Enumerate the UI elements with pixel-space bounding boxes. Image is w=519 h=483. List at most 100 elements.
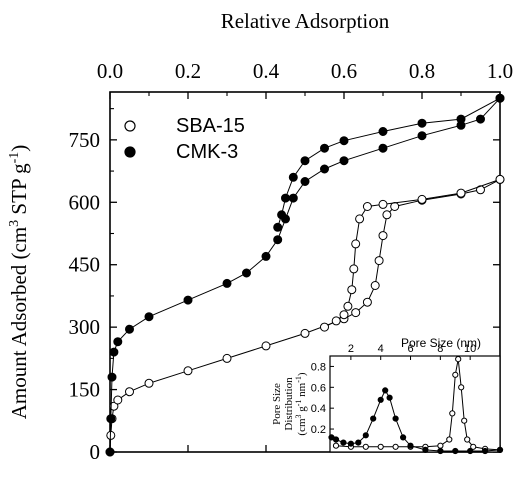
inset-sba-15-point [377,443,384,450]
inset-y-axis-title-line: Distribution [283,377,295,431]
cmk-3-adsorption-line [109,97,501,453]
cmk-3-adsorption-point [144,312,154,322]
inset-cmk-3-point [400,434,407,441]
y-tick-label: 750 [69,128,101,152]
inset-x-tick-label: 4 [378,343,384,355]
inset-cmk-3-point [467,447,474,455]
inset-x-axis-title: Pore Size (nm) [401,336,481,350]
cmk-3-adsorption-point [320,164,329,174]
sba-15-desorption-point [355,214,365,224]
inset-y-axis-unit-part: nm [296,382,308,399]
sba-15-desorption-point [320,322,329,332]
inset-cmk-3-point [362,432,369,439]
cmk-3-adsorption-point [273,235,283,245]
x-tick-label: 0.0 [97,59,123,83]
cmk-3-adsorption-point [242,268,251,278]
inset-sba-15-point [458,384,465,391]
cmk-3-adsorption-point [183,295,193,305]
legend: SBA-15 CMK-3 [124,115,245,163]
inset-x-tick-label: 2 [348,343,354,355]
legend-marker [124,146,136,158]
inset-y-axis-title-line: Pore Size [271,383,283,425]
y-tick-label: 150 [69,378,101,402]
sba-15-adsorption-point [351,308,361,318]
cmk-3-adsorption-point [417,131,427,141]
cmk-3-adsorption-point [105,447,115,457]
inset-sba-15-point [392,443,399,450]
inset-x-tick-label: 10 [464,343,476,355]
cmk-3-adsorption-point [476,114,485,124]
cmk-3-adsorption-point [261,251,271,261]
x-axis-title: Relative Adsorption [221,9,390,33]
sba-15-adsorption-point [370,281,380,290]
y-axis-title: Amount Adsorbed (cm3 STP g-1) [7,145,31,420]
sba-15-desorption-point [343,301,353,311]
legend-label: CMK-3 [176,141,238,163]
inset-y-axis-unit-sup: -1 [294,376,303,383]
sba-15-adsorption-point [300,328,310,338]
inset-x-tick-label: 8 [437,343,443,355]
inset-cmk-3-point [496,446,504,453]
y-axis-title-part: Amount Adsorbed (cm [7,227,31,419]
y-tick-label: 300 [69,315,101,339]
inset-sba-15-point [452,371,459,378]
x-tick-label: 0.8 [409,59,435,83]
cmk-3-adsorption-point [125,324,134,334]
inset-sba-15-point [455,356,462,363]
inset-sba-15-point [437,442,444,449]
inset-cmk-3-point [407,442,414,449]
sba-15-desorption-point [339,310,349,320]
sba-15-adsorption-point [222,353,232,363]
inset-cmk-3-point [347,440,354,447]
inset-sba-15-point [332,442,340,449]
sba-15-desorption-point [378,199,388,209]
cmk-3-desorption-point [281,193,290,203]
cmk-3-desorption-point [320,143,329,153]
y-axis-title-part: ) [7,145,31,152]
inset-y-axis-unit-part: g [296,406,308,415]
inset-sba-15-point [470,443,477,450]
cmk-3-desorption-point [273,222,283,232]
inset-y-tick-label: 0.6 [311,382,326,394]
cmk-3-desorption-point [495,93,505,103]
inset-y-axis-unit-sup: 3 [294,414,303,418]
inset-cmk-3-point [332,436,340,443]
x-tick-label: 0.4 [253,59,280,83]
inset-y-tick-label: 0.8 [311,361,326,373]
inset-y-tick-label: 0.2 [311,424,326,436]
x-tick-label: 0.6 [331,59,357,83]
cmk-3-desorption-point [277,210,287,220]
sba-15-desorption-point [456,188,466,198]
sba-15-desorption-point [347,285,357,295]
sba-15-adsorption-point [261,341,271,351]
y-axis-title-sup: 3 [7,220,22,227]
inset-x-tick-label: 6 [407,343,413,355]
sba-15-desorption-point [362,202,372,211]
cmk-3-adsorption-point [106,414,116,424]
inset-cmk-3-point [437,447,444,455]
inset-y-axis-unit-part: ) [296,372,308,376]
sba-15-adsorption-point [378,231,388,241]
y-axis-title-part: STP g [7,163,31,220]
cmk-3-adsorption-point [222,278,232,288]
inset-frame [329,355,501,453]
cmk-3-adsorption-point [113,337,123,347]
sba-15-adsorption-point [144,378,154,388]
inset-y-axis-unit: (cm3 g-1 nm-1) [294,372,308,436]
sba-15-desorption-point [495,174,505,184]
sba-15-adsorption-point [374,256,384,266]
inset-y-axis-unit-part: (cm [296,418,308,436]
inset-y-tick-label: 0.4 [311,403,326,415]
inset-sba-15-point [449,410,456,417]
inset-cmk-3-point [386,394,393,401]
cmk-3-adsorption-point [288,193,298,203]
cmk-3-desorption-point [417,118,427,128]
inset-sba-15-point [446,436,453,443]
sba-15-desorption-point [331,316,341,326]
cmk-3-adsorption-point [300,177,310,186]
inset-cmk-3-point [482,447,489,455]
main-plot: 0.0 0.2 0.4 0.6 0.8 1.0 Relative Adsorption 0 15… [7,9,513,464]
inset-cmk-3-point [452,447,459,455]
